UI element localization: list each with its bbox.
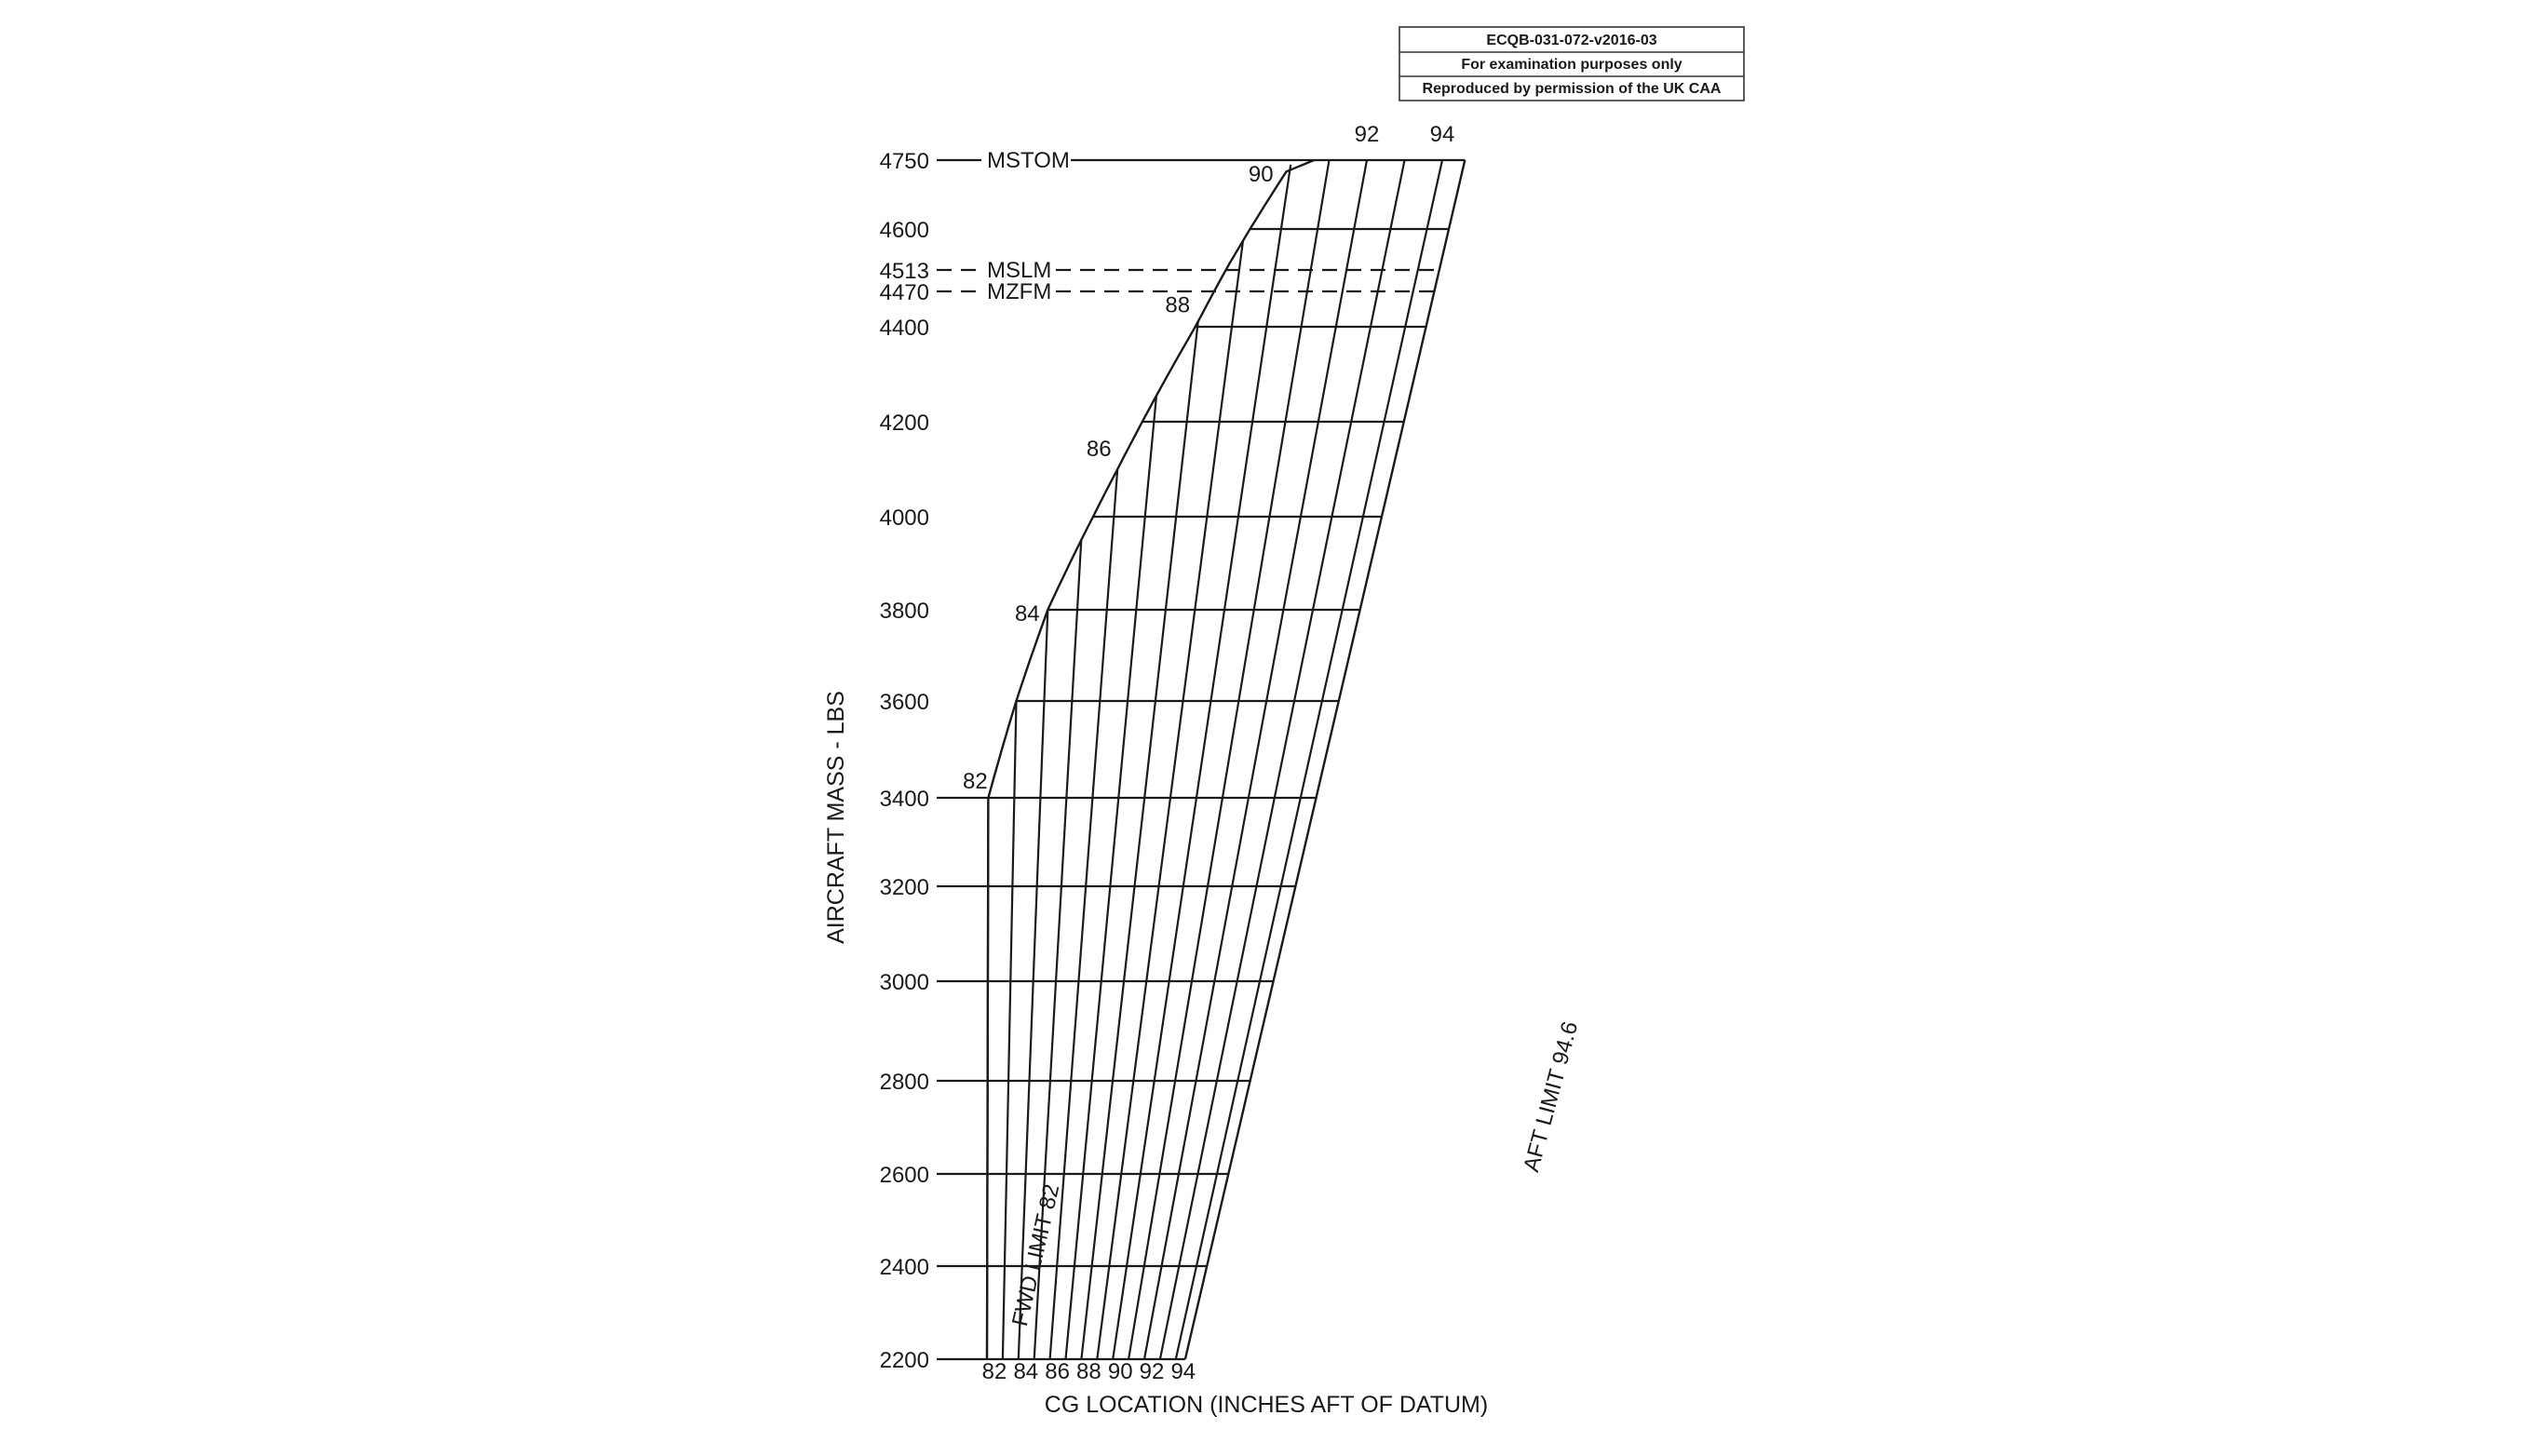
- aft-limit-line: [1183, 159, 1466, 1360]
- cg-line-92: [1142, 159, 1369, 1360]
- cg-line-90: [1112, 164, 1292, 1360]
- stamp-line-3: Reproduced by permission of the UK CAA: [1423, 81, 1722, 97]
- x-tick-label-88: 88: [1076, 1359, 1101, 1384]
- boundary-label-84: 84: [1015, 601, 1040, 627]
- copyright-stamp: ECQB-031-072-v2016-03 For examination pu…: [1399, 26, 1745, 101]
- y-tick-label-3600: 3600: [880, 690, 929, 715]
- cg-line-86: [1048, 468, 1119, 1360]
- x-tick-label-86: 86: [1045, 1359, 1070, 1384]
- y-tick-label-4470: 4470: [880, 280, 929, 305]
- y-tick-label-2200: 2200: [880, 1348, 929, 1373]
- y-tick-label-3200: 3200: [880, 875, 929, 900]
- x-tick-label-94: 94: [1170, 1359, 1196, 1384]
- x-axis-title: CG LOCATION (INCHES AFT OF DATUM): [1045, 1392, 1488, 1418]
- y-tick-label-3400: 3400: [880, 787, 929, 812]
- cg-line-83: [1001, 700, 1018, 1360]
- cg-line-93: [1158, 159, 1406, 1360]
- y-tick-label-4513: 4513: [880, 259, 929, 284]
- mslm-label: MSLM: [987, 258, 1051, 283]
- y-tick-label-4400: 4400: [880, 316, 929, 341]
- boundary-label-82: 82: [963, 769, 988, 794]
- aft-limit-label: AFT LIMIT 94.6: [1519, 1018, 1583, 1174]
- y-tick-label-2800: 2800: [880, 1070, 929, 1095]
- cg-line-91: [1128, 159, 1331, 1360]
- boundary-label-88: 88: [1165, 293, 1190, 318]
- stamp-frame: [1399, 26, 1745, 101]
- x-tick-label-92: 92: [1140, 1359, 1165, 1384]
- y-tick-label-4200: 4200: [880, 411, 929, 436]
- cg-line-84: [1017, 609, 1049, 1360]
- x-tick-label-90: 90: [1108, 1359, 1133, 1384]
- cg-line-89: [1096, 240, 1245, 1360]
- x-tick-label-82: 82: [982, 1359, 1007, 1384]
- y-tick-label-3800: 3800: [880, 599, 929, 624]
- boundary-label-90: 90: [1249, 162, 1274, 187]
- y-tick-label-2400: 2400: [880, 1255, 929, 1280]
- cg-line-87: [1064, 395, 1158, 1360]
- fwd-limit-line: [985, 797, 990, 1360]
- y-tick-label-4000: 4000: [880, 506, 929, 531]
- y-tick-label-4600: 4600: [880, 218, 929, 243]
- mstom-label: MSTOM: [987, 148, 1070, 173]
- cg-line-85: [1033, 539, 1083, 1360]
- boundary-label-92: 92: [1355, 122, 1380, 147]
- fwd-limit-label: FWD LIMIT 82: [1007, 1181, 1064, 1328]
- mzfm-label: MZFM: [987, 279, 1051, 304]
- y-tick-label-2600: 2600: [880, 1163, 929, 1188]
- forward-envelope-boundary: [987, 158, 1315, 799]
- y-tick-label-3000: 3000: [880, 970, 929, 995]
- stamp-line-1: ECQB-031-072-v2016-03: [1486, 33, 1656, 48]
- y-tick-label-4750: 4750: [880, 149, 929, 174]
- stamp-line-2: For examination purposes only: [1461, 57, 1682, 73]
- x-tick-label-84: 84: [1013, 1359, 1038, 1384]
- y-axis-title: AIRCRAFT MASS - LBS: [823, 691, 849, 944]
- cg-line-94: [1174, 159, 1444, 1360]
- boundary-label-86: 86: [1087, 437, 1112, 462]
- boundary-label-94: 94: [1430, 122, 1455, 147]
- cg-line-88: [1080, 321, 1199, 1360]
